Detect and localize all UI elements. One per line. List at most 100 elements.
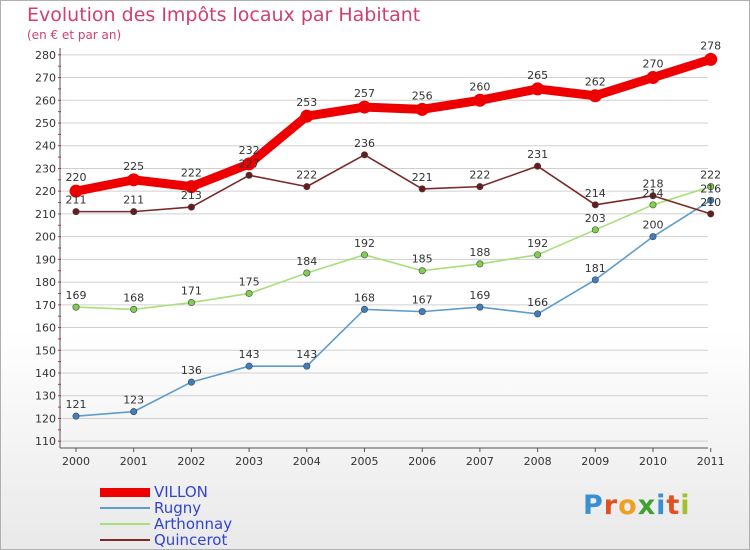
data-point-arthonnay [72, 303, 80, 311]
data-label-villon: 265 [527, 69, 548, 82]
data-label-arthonnay: 171 [181, 285, 202, 298]
data-point-arthonnay [303, 269, 311, 277]
data-point-quincerot [649, 192, 657, 200]
data-point-quincerot [418, 185, 426, 193]
data-point-arthonnay [130, 305, 138, 313]
data-point-villon [588, 89, 602, 103]
data-point-arthonnay [649, 201, 657, 209]
data-point-rugny [591, 276, 599, 284]
data-point-rugny [187, 378, 195, 386]
data-point-quincerot [130, 208, 138, 216]
data-label-arthonnay: 168 [123, 291, 144, 304]
y-tick-label: 250 [35, 117, 56, 130]
data-point-villon [184, 180, 198, 194]
data-point-villon [69, 184, 83, 198]
data-label-rugny: 169 [469, 289, 490, 302]
x-tick-label: 2002 [177, 455, 205, 468]
y-tick-label: 180 [35, 276, 56, 289]
data-label-quincerot: 210 [700, 196, 721, 209]
data-point-rugny [476, 303, 484, 311]
data-point-quincerot [707, 210, 715, 218]
data-label-villon: 256 [412, 89, 433, 102]
legend-label: Quincerot [154, 531, 228, 549]
data-label-rugny: 136 [181, 364, 202, 377]
y-tick-label: 130 [35, 390, 56, 403]
x-tick-label: 2003 [235, 455, 263, 468]
logo-letter: o [618, 490, 638, 521]
data-label-quincerot: 218 [643, 178, 664, 191]
data-label-rugny: 167 [412, 294, 433, 307]
x-tick-label: 2005 [351, 455, 379, 468]
x-tick-label: 2009 [581, 455, 609, 468]
logo-letter: i [680, 490, 691, 521]
data-label-villon: 220 [66, 171, 87, 184]
data-label-quincerot: 236 [354, 137, 375, 150]
data-point-rugny [245, 362, 253, 370]
data-point-arthonnay [418, 267, 426, 275]
data-label-quincerot: 213 [181, 189, 202, 202]
y-tick-label: 220 [35, 185, 56, 198]
y-tick-label: 170 [35, 299, 56, 312]
legend-swatch [100, 487, 150, 497]
legend-label: Arthonnay [154, 515, 233, 533]
series-line-arthonnay [75, 185, 712, 311]
data-label-quincerot: 227 [239, 157, 260, 170]
data-label-arthonnay: 188 [469, 246, 490, 259]
data-label-arthonnay: 192 [527, 237, 548, 250]
y-tick-label: 110 [35, 435, 56, 448]
y-tick-label: 270 [35, 72, 56, 85]
y-tick-label: 160 [35, 322, 56, 335]
data-label-rugny: 166 [527, 296, 548, 309]
x-tick-label: 2010 [639, 455, 667, 468]
data-label-rugny: 143 [296, 348, 317, 361]
data-point-rugny [707, 196, 715, 204]
x-tick-label: 2007 [466, 455, 494, 468]
data-label-villon: 278 [700, 39, 721, 52]
data-point-rugny [360, 305, 368, 313]
data-label-quincerot: 231 [527, 148, 548, 161]
data-label-arthonnay: 175 [239, 275, 260, 288]
data-point-villon [127, 173, 141, 187]
data-label-rugny: 168 [354, 291, 375, 304]
data-point-arthonnay [591, 226, 599, 234]
legend-swatch [100, 507, 150, 509]
data-point-arthonnay [360, 251, 368, 259]
data-point-villon [704, 52, 718, 66]
logo-letter: P [583, 490, 604, 521]
data-point-villon [531, 82, 545, 96]
data-label-arthonnay: 192 [354, 237, 375, 250]
data-point-arthonnay [476, 260, 484, 268]
data-label-rugny: 216 [700, 182, 721, 195]
data-label-villon: 225 [123, 160, 144, 173]
data-point-rugny [72, 412, 80, 420]
data-label-arthonnay: 184 [296, 255, 317, 268]
data-label-quincerot: 222 [296, 169, 317, 182]
series-line-rugny [75, 199, 712, 417]
data-point-rugny [649, 233, 657, 241]
data-point-arthonnay [534, 251, 542, 259]
data-label-quincerot: 211 [123, 194, 144, 207]
data-label-rugny: 200 [643, 219, 664, 232]
data-point-rugny [303, 362, 311, 370]
data-label-villon: 262 [585, 76, 606, 89]
y-tick-label: 200 [35, 231, 56, 244]
series-line-quincerot [75, 154, 712, 215]
series-line-villon [71, 54, 716, 196]
proxiti-logo: Proxiti [583, 490, 691, 521]
data-point-arthonnay [707, 183, 715, 191]
data-point-quincerot [303, 183, 311, 191]
data-point-villon [358, 100, 371, 114]
data-point-arthonnay [187, 299, 195, 307]
x-tick-label: 2011 [697, 455, 725, 468]
data-label-villon: 257 [354, 87, 375, 100]
legend-label: VILLON [154, 483, 208, 501]
data-label-rugny: 123 [123, 394, 144, 407]
data-point-quincerot [245, 171, 253, 179]
data-label-quincerot: 222 [469, 169, 490, 182]
logo-letter: r [603, 490, 619, 521]
data-point-villon [300, 109, 314, 123]
data-label-villon: 222 [181, 167, 202, 180]
legend-swatch [100, 523, 150, 525]
chart-subtitle: (en € et par an) [27, 28, 122, 42]
x-tick-label: 2006 [408, 455, 436, 468]
